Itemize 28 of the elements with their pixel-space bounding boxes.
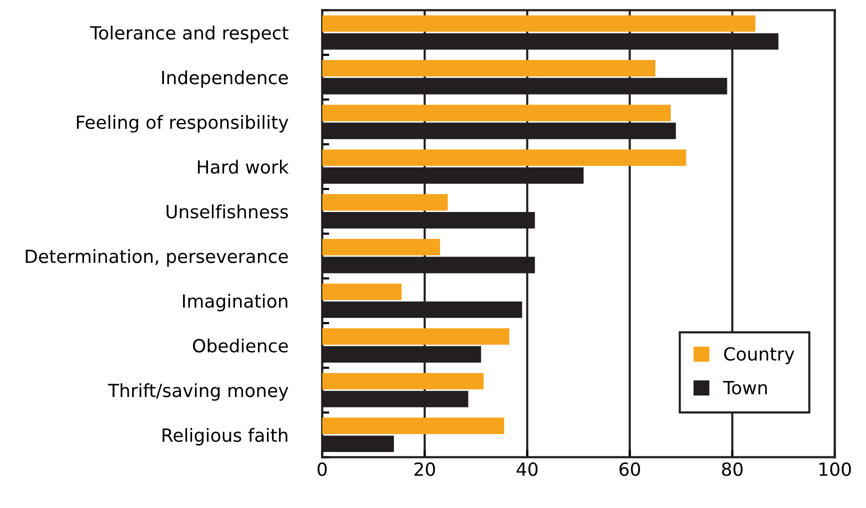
bar	[322, 284, 402, 300]
bar	[322, 372, 484, 390]
bar	[322, 149, 686, 166]
x-tick-label: 80	[722, 462, 743, 476]
y-tick-label: Determination, perseverance	[26, 249, 288, 267]
bar	[322, 194, 448, 211]
bar	[322, 15, 756, 32]
x-tick-label: 60	[620, 462, 640, 476]
bar	[322, 104, 671, 122]
y-tick-label: Feeling of responsibility	[76, 115, 288, 133]
x-tick-label: 100	[820, 462, 851, 476]
y-tick-label: Obedience	[192, 338, 288, 353]
y-tick-label: Imagination	[183, 294, 288, 312]
y-tick-label: Independence	[162, 70, 288, 88]
bar	[322, 238, 440, 256]
x-tick-label: 20	[414, 462, 435, 476]
y-tick-label: Tolerance and respect	[90, 26, 288, 44]
x-tick-label: 0	[318, 462, 327, 476]
legend-label: Country	[724, 347, 794, 364]
y-tick-label: Unselfishness	[166, 204, 288, 218]
bar	[322, 418, 504, 434]
x-tick-label: 40	[516, 462, 538, 476]
bar	[322, 60, 656, 76]
y-tick-label: Religious faith	[162, 428, 288, 446]
y-tick-label: Thrift/saving money	[108, 383, 288, 401]
y-tick-label: Hard work	[198, 160, 289, 174]
legend-label: Town	[723, 381, 767, 394]
bar	[322, 328, 510, 345]
